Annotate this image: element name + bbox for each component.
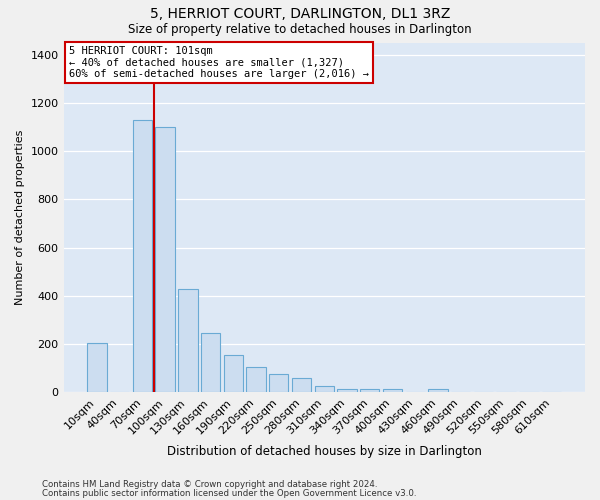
Bar (247, 367, 266, 392)
Text: Contains public sector information licensed under the Open Government Licence v3: Contains public sector information licen… (42, 489, 416, 498)
Bar (269, 374, 289, 392)
Bar (383, 389, 402, 392)
Bar (292, 378, 311, 392)
Text: 5, HERRIOT COURT, DARLINGTON, DL1 3RZ: 5, HERRIOT COURT, DARLINGTON, DL1 3RZ (150, 8, 450, 22)
Bar (201, 334, 220, 392)
Bar (87, 343, 107, 392)
Text: Contains HM Land Registry data © Crown copyright and database right 2024.: Contains HM Land Registry data © Crown c… (42, 480, 377, 489)
Text: 5 HERRIOT COURT: 101sqm
← 40% of detached houses are smaller (1,327)
60% of semi: 5 HERRIOT COURT: 101sqm ← 40% of detache… (69, 46, 369, 79)
X-axis label: Distribution of detached houses by size in Darlington: Distribution of detached houses by size … (167, 444, 482, 458)
Bar (133, 120, 152, 392)
Bar (360, 389, 379, 392)
Y-axis label: Number of detached properties: Number of detached properties (15, 130, 25, 305)
Bar (178, 288, 197, 393)
Bar (428, 389, 448, 392)
Bar (314, 386, 334, 392)
Bar (224, 355, 243, 393)
Bar (337, 389, 356, 392)
Bar (155, 127, 175, 392)
Text: Size of property relative to detached houses in Darlington: Size of property relative to detached ho… (128, 22, 472, 36)
